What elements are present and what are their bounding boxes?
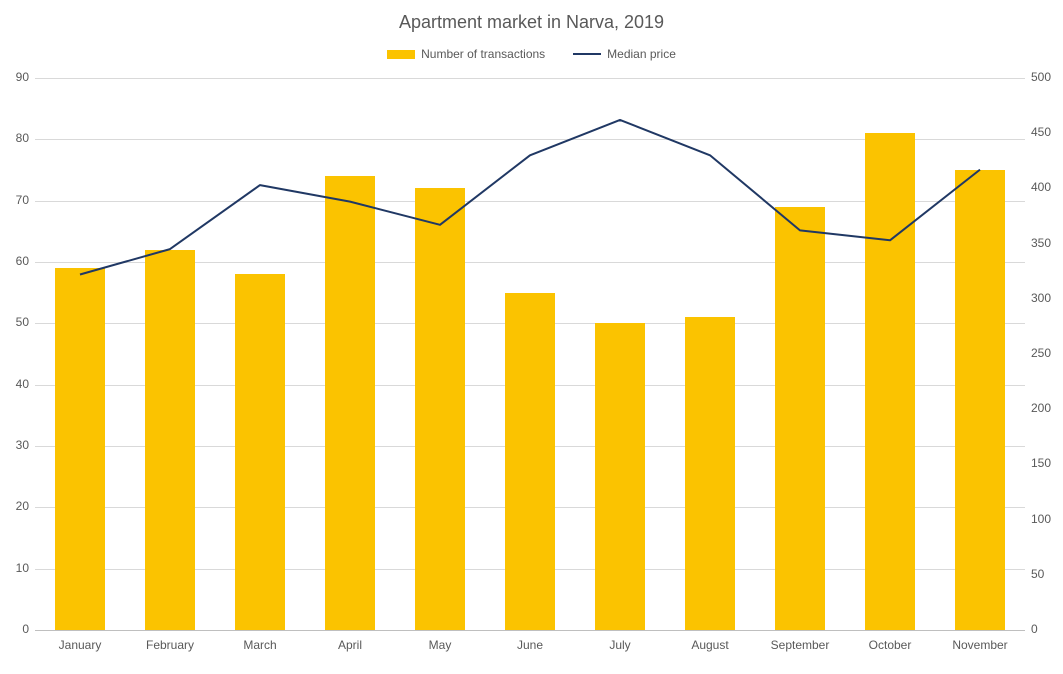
x-axis-label: July xyxy=(609,638,630,652)
x-axis-label: March xyxy=(243,638,276,652)
y-axis-left-label: 90 xyxy=(5,70,29,84)
y-axis-left-label: 10 xyxy=(5,561,29,575)
plot-area: 0102030405060708090050100150200250300350… xyxy=(35,78,1025,630)
x-axis-label: October xyxy=(869,638,912,652)
y-axis-right-label: 400 xyxy=(1031,180,1051,194)
legend-swatch-line-icon xyxy=(573,53,601,55)
legend-item-line: Median price xyxy=(573,47,676,61)
x-axis-label: August xyxy=(691,638,728,652)
x-axis-label: January xyxy=(59,638,102,652)
y-axis-left-label: 50 xyxy=(5,315,29,329)
y-axis-right-label: 300 xyxy=(1031,291,1051,305)
legend-label-bars: Number of transactions xyxy=(421,47,545,61)
y-axis-right-label: 150 xyxy=(1031,456,1051,470)
y-axis-left-label: 0 xyxy=(5,622,29,636)
x-axis-label: April xyxy=(338,638,362,652)
y-axis-left-label: 60 xyxy=(5,254,29,268)
legend-swatch-bar-icon xyxy=(387,50,415,59)
y-axis-left-label: 40 xyxy=(5,377,29,391)
x-axis-label: September xyxy=(771,638,830,652)
x-axis-label: February xyxy=(146,638,194,652)
chart-title: Apartment market in Narva, 2019 xyxy=(0,0,1063,33)
gridline xyxy=(35,630,1025,631)
y-axis-right-label: 200 xyxy=(1031,401,1051,415)
legend-item-bars: Number of transactions xyxy=(387,47,545,61)
y-axis-right-label: 450 xyxy=(1031,125,1051,139)
y-axis-left-label: 20 xyxy=(5,499,29,513)
y-axis-right-label: 50 xyxy=(1031,567,1044,581)
y-axis-right-label: 500 xyxy=(1031,70,1051,84)
y-axis-left-label: 80 xyxy=(5,131,29,145)
y-axis-right-label: 0 xyxy=(1031,622,1038,636)
y-axis-left-label: 70 xyxy=(5,193,29,207)
y-axis-right-label: 100 xyxy=(1031,512,1051,526)
y-axis-right-label: 350 xyxy=(1031,236,1051,250)
line-series xyxy=(35,78,1025,630)
legend-label-line: Median price xyxy=(607,47,676,61)
x-axis-label: May xyxy=(429,638,452,652)
chart-legend: Number of transactions Median price xyxy=(0,47,1063,61)
y-axis-right-label: 250 xyxy=(1031,346,1051,360)
x-axis-label: November xyxy=(952,638,1007,652)
y-axis-left-label: 30 xyxy=(5,438,29,452)
chart-container: Apartment market in Narva, 2019 Number o… xyxy=(0,0,1063,674)
x-axis-label: June xyxy=(517,638,543,652)
